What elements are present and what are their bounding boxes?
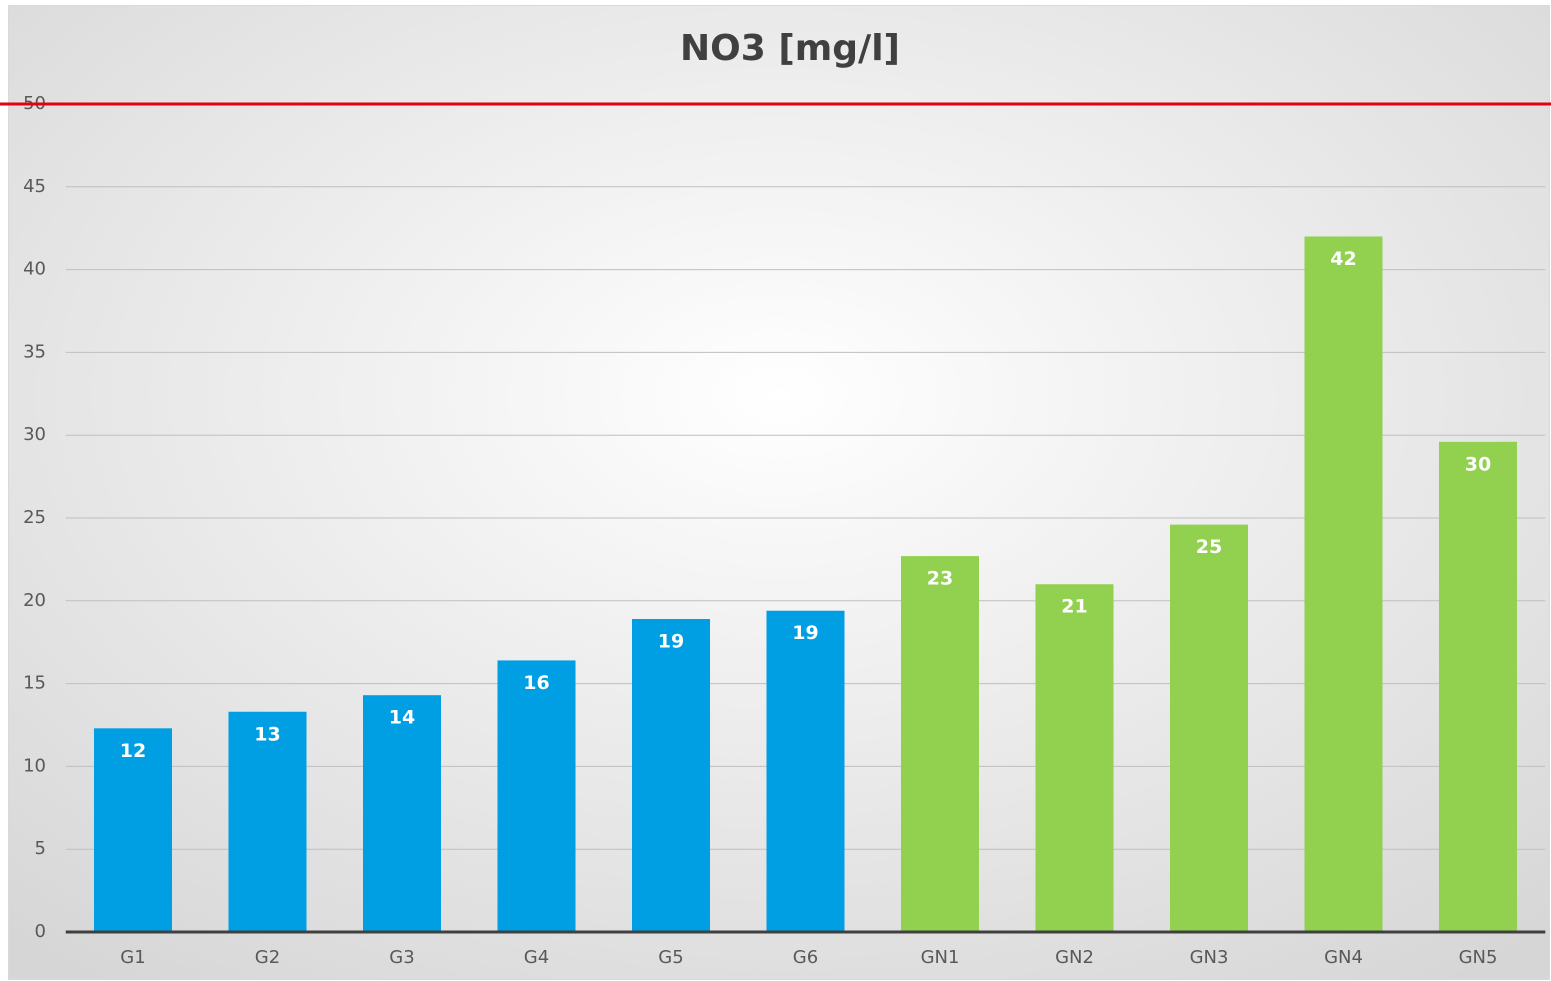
data-label: 13 [254, 723, 280, 745]
data-label: 19 [658, 631, 684, 653]
bar [497, 660, 576, 932]
y-tick-label: 35 [23, 341, 46, 362]
data-label: 30 [1465, 453, 1491, 475]
data-label: 16 [523, 672, 549, 694]
bar [93, 728, 173, 932]
data-label: 23 [927, 568, 953, 590]
y-tick-label: 5 [35, 838, 46, 859]
x-tick-label: GN2 [1055, 947, 1094, 968]
y-tick-label: 10 [23, 755, 46, 776]
y-tick-label: 40 [23, 259, 46, 280]
x-tick-label: G3 [389, 947, 414, 968]
bar [631, 619, 711, 932]
bar [1035, 584, 1114, 932]
y-tick-label: 30 [23, 424, 46, 445]
bar [1438, 441, 1518, 932]
y-tick-label: 15 [23, 673, 46, 694]
x-tick-label: G4 [524, 947, 549, 968]
x-tick-label: G6 [793, 947, 818, 968]
x-tick-label: G5 [658, 947, 683, 968]
x-tick-label: G2 [255, 947, 280, 968]
bar [1169, 524, 1249, 932]
data-label: 42 [1330, 248, 1356, 270]
x-tick-label: GN5 [1459, 947, 1498, 968]
data-label: 19 [792, 622, 818, 644]
data-label: 12 [120, 740, 146, 762]
y-tick-label: 0 [35, 921, 46, 942]
x-tick-label: GN3 [1190, 947, 1229, 968]
x-tick-label: G1 [120, 947, 145, 968]
bar [362, 695, 442, 932]
data-label: 25 [1196, 536, 1222, 558]
data-label: 14 [389, 707, 415, 729]
y-tick-label: 45 [23, 176, 46, 197]
y-tick-label: 20 [23, 590, 46, 611]
bar [228, 711, 307, 932]
y-tick-label: 25 [23, 507, 46, 528]
bar [1304, 236, 1383, 933]
data-label: 21 [1061, 596, 1087, 618]
x-tick-label: GN1 [921, 947, 960, 968]
chart-title: NO3 [mg/l] [680, 28, 900, 69]
x-tick-label: GN4 [1324, 947, 1363, 968]
bar [766, 610, 845, 932]
bar [900, 556, 980, 932]
